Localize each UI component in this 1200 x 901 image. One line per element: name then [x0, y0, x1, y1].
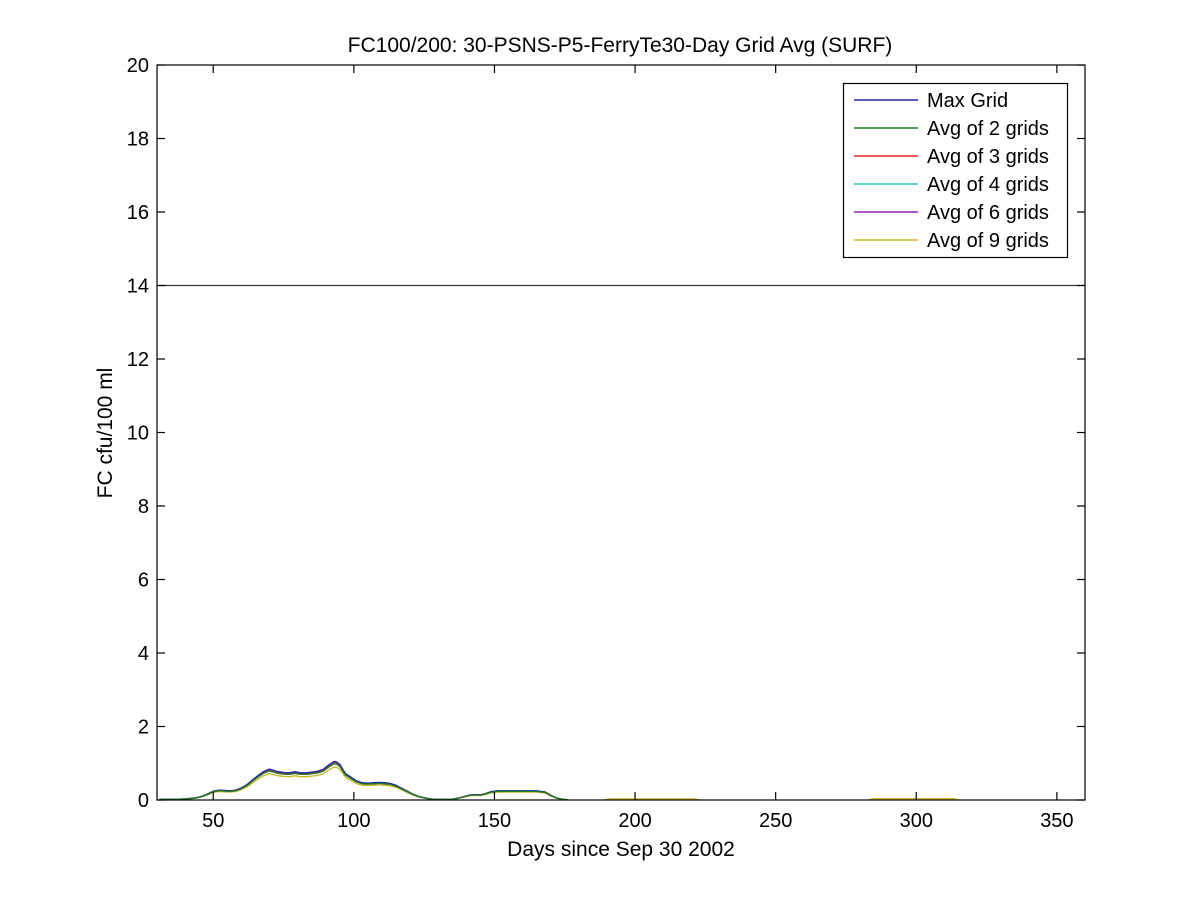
series-line-avg-of-2-grids [159, 763, 568, 801]
legend-entry: Avg of 2 grids [854, 118, 1049, 140]
series-segment-avg-of-9-grids [868, 798, 959, 801]
y-tick-label: 14 [127, 276, 149, 298]
x-tick-label: 350 [1040, 810, 1073, 832]
legend-box [842, 82, 1069, 259]
legend-label: Max Grid [927, 90, 1008, 112]
y-tick-label: 10 [127, 423, 149, 445]
y-tick-label: 2 [138, 717, 149, 739]
legend-entry: Avg of 6 grids [854, 202, 1049, 224]
y-tick-label: 4 [138, 643, 149, 665]
legend-entry: Avg of 9 grids [854, 230, 1049, 252]
y-tick-label: 12 [127, 349, 149, 371]
x-tick-label: 150 [478, 810, 511, 832]
legend-label: Avg of 4 grids [927, 174, 1049, 196]
x-axis-label: Days since Sep 30 2002 [507, 838, 735, 861]
axis-tick-labels: 50 100 150 200 250 300 350 0 2 4 6 8 10 12 14 16 18 20 [127, 55, 1074, 832]
series-segment-avg-of-9-grids [603, 798, 700, 801]
x-tick-label: 50 [202, 810, 224, 832]
legend-label: Avg of 9 grids [927, 230, 1049, 252]
y-axis-label: FC cfu/100 ml [94, 368, 117, 499]
y-tick-label: 20 [127, 55, 149, 77]
legend-entry: Avg of 4 grids [854, 174, 1049, 196]
y-tick-label: 18 [127, 129, 149, 151]
legend-entry: Max Grid [854, 90, 1008, 112]
chart-title: FC100/200: 30-PSNS-P5-FerryTe30-Day Grid… [348, 34, 893, 57]
x-tick-label: 250 [759, 810, 792, 832]
y-tick-label: 6 [138, 570, 149, 592]
data-series [159, 760, 959, 801]
legend-label: Avg of 6 grids [927, 202, 1049, 224]
x-tick-label: 100 [337, 810, 370, 832]
legend-label: Avg of 3 grids [927, 146, 1049, 168]
x-tick-label: 300 [900, 810, 933, 832]
legend-label: Avg of 2 grids [927, 118, 1049, 140]
legend: Max Grid Avg of 2 grids Avg of 3 grids Avg … [842, 82, 1069, 259]
legend-entry: Avg of 3 grids [854, 146, 1049, 168]
x-tick-label: 200 [618, 810, 651, 832]
y-tick-label: 16 [127, 202, 149, 224]
y-tick-label: 0 [138, 790, 149, 812]
axis-frame [156, 64, 1086, 801]
y-tick-label: 8 [138, 496, 149, 518]
